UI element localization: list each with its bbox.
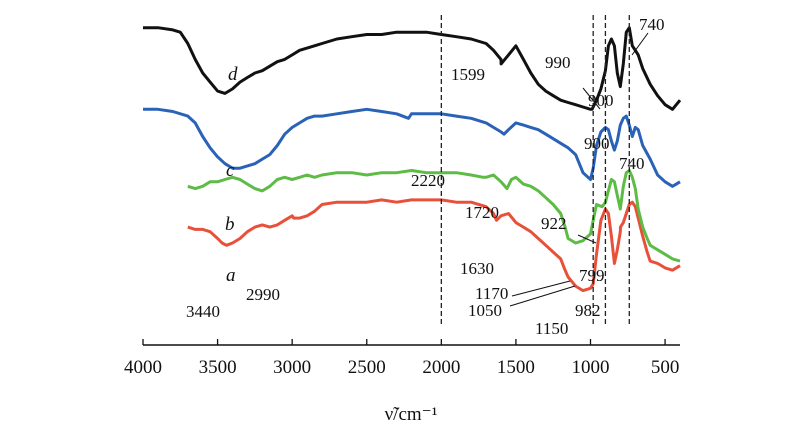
peak-label-1150: 1150 [535,319,568,338]
leader-line [577,234,597,244]
leader-line [582,87,601,110]
peak-label-1720: 1720 [465,203,499,222]
peak-label-740: 740 [619,154,645,173]
peak-label-900: 900 [588,91,614,110]
curve-b [187,169,681,263]
x-ticks-group: 4000 3500 3000 2500 2000 1500 1000 500 [124,339,679,378]
x-tick-label-3000: 3000 [273,357,311,378]
curve-a [187,198,681,293]
curve-label-b: b [225,214,235,235]
peak-label-3440: 3440 [186,302,220,321]
x-tick-label-3500: 3500 [199,357,237,378]
peak-label-740: 740 [639,15,665,34]
peak-label-799: 799 [579,266,605,285]
peak-label-1170: 1170 [475,284,508,303]
peak-label-1050: 1050 [468,301,502,320]
peak-label-922: 922 [541,214,567,233]
leader-line [631,32,649,56]
leader-line [509,285,576,307]
curve-label-a: a [226,265,236,286]
x-axis-title: ν̃/cm⁻¹ [385,404,438,425]
leader-lines-group [509,32,649,307]
x-tick-label-4000: 4000 [124,357,162,378]
leader-line [511,280,571,297]
curve-d [143,26,682,111]
peak-label-982: 982 [575,301,601,320]
peak-label-990: 990 [545,53,571,72]
x-tick-label-2000: 2000 [422,357,460,378]
curve-labels-group: a b c d [225,64,238,286]
x-tick-label-1500: 1500 [497,357,535,378]
peak-label-1630: 1630 [460,259,494,278]
peak-label-900: 900 [584,134,610,153]
curve-c [143,107,681,188]
peak-label-1599: 1599 [451,65,485,84]
x-tick-label-1000: 1000 [572,357,610,378]
curves-group [143,26,682,293]
x-tick-label-500: 500 [651,357,680,378]
curve-label-c: c [226,160,235,181]
x-tick-label-2500: 2500 [348,357,386,378]
peak-label-2990: 2990 [246,285,280,304]
peak-label-2220: 2220 [411,171,445,190]
curve-label-d: d [228,64,238,85]
reference-lines-group [440,15,630,325]
